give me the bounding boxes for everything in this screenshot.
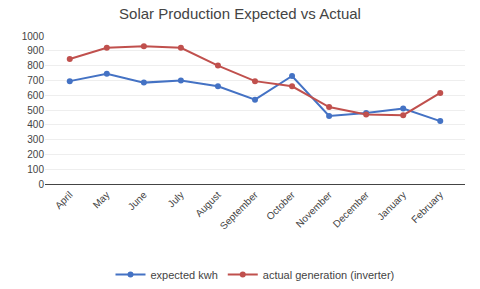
svg-text:800: 800 (27, 60, 44, 71)
svg-text:October: October (264, 189, 297, 222)
svg-text:actual generation (inverter): actual generation (inverter) (263, 269, 394, 281)
svg-text:July: July (165, 189, 185, 209)
svg-text:100: 100 (27, 164, 44, 175)
svg-text:December: December (331, 189, 372, 230)
svg-text:April: April (53, 189, 75, 211)
svg-text:500: 500 (27, 105, 44, 116)
svg-text:August: August (193, 189, 223, 219)
svg-text:1000: 1000 (22, 31, 45, 42)
svg-text:Solar Production Expected vs A: Solar Production Expected vs Actual (119, 5, 361, 22)
svg-text:February: February (409, 189, 445, 225)
svg-text:700: 700 (27, 75, 44, 86)
svg-text:600: 600 (27, 90, 44, 101)
svg-text:September: September (218, 189, 261, 232)
svg-text:400: 400 (27, 119, 44, 130)
svg-text:200: 200 (27, 149, 44, 160)
svg-text:0: 0 (38, 179, 44, 190)
svg-text:expected kwh: expected kwh (151, 269, 218, 281)
svg-text:300: 300 (27, 134, 44, 145)
svg-text:May: May (91, 189, 112, 210)
svg-text:June: June (126, 189, 149, 212)
svg-text:January: January (375, 189, 408, 222)
svg-text:900: 900 (27, 45, 44, 56)
svg-text:November: November (294, 189, 335, 230)
